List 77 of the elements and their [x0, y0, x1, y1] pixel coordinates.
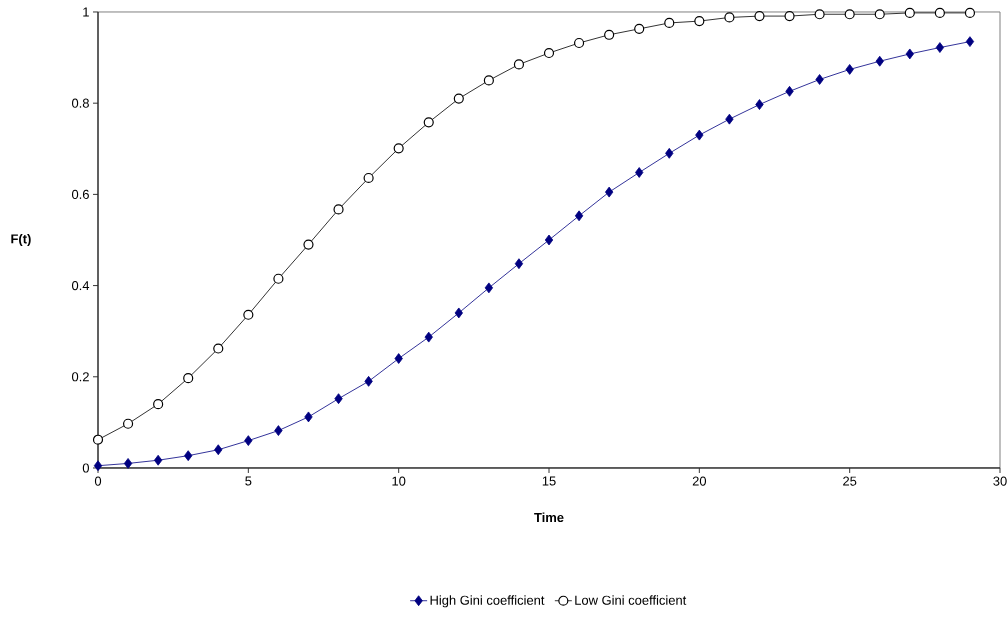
point [513, 59, 525, 70]
point [273, 273, 284, 284]
point [934, 7, 945, 18]
point [574, 210, 584, 222]
point [725, 113, 734, 125]
point [363, 172, 374, 184]
point [754, 11, 765, 22]
legend-label: High Gini coefficient [430, 595, 545, 608]
point [334, 393, 343, 405]
point [394, 353, 403, 364]
point [935, 42, 945, 53]
point [543, 47, 555, 59]
point [244, 435, 253, 447]
point [93, 460, 103, 472]
point [184, 450, 193, 462]
point [875, 55, 884, 67]
point [573, 37, 585, 49]
point [483, 75, 494, 86]
x-tick-label: 30 [993, 476, 1007, 486]
point [904, 7, 915, 18]
point [905, 48, 914, 60]
point [183, 373, 194, 384]
point [213, 343, 224, 354]
y-tick-label: 0.6 [71, 189, 89, 199]
x-tick-label: 5 [245, 476, 252, 486]
point [243, 309, 254, 320]
point [815, 74, 824, 85]
point [874, 9, 885, 20]
legend-label: Low Gini coefficient [575, 595, 687, 605]
point [393, 143, 404, 154]
point [123, 458, 133, 469]
y-axis-title: F(t) [11, 233, 31, 247]
x-tick-label: 10 [392, 476, 406, 486]
point [453, 93, 464, 104]
x-tick-label: 15 [542, 476, 556, 486]
point [814, 9, 825, 20]
point [965, 36, 975, 48]
point [844, 9, 855, 20]
point [664, 17, 675, 29]
point [665, 147, 674, 159]
point [154, 454, 163, 466]
point [604, 29, 615, 40]
point [785, 85, 794, 97]
y-tick-label: 0.2 [71, 372, 89, 382]
point [964, 7, 976, 18]
point [514, 258, 524, 270]
x-axis-title: Time [534, 512, 564, 523]
x-tick-label: 20 [692, 476, 707, 486]
point [634, 23, 645, 34]
point [544, 234, 554, 246]
point [605, 186, 614, 198]
point [304, 411, 313, 423]
point [755, 99, 764, 110]
point [423, 117, 434, 128]
y-tick-label: 0.4 [71, 281, 90, 291]
point [122, 418, 134, 429]
point [694, 16, 705, 27]
point [454, 307, 463, 319]
point [303, 239, 314, 250]
point [635, 167, 644, 178]
point [92, 434, 104, 445]
x-tick-label: 25 [843, 476, 857, 486]
point [214, 444, 223, 456]
point [845, 64, 854, 75]
x-tick-label: 0 [94, 476, 102, 486]
point [784, 11, 795, 22]
y-tick-label: 1 [83, 7, 89, 17]
point [274, 425, 283, 436]
point [484, 282, 494, 294]
point [364, 375, 373, 387]
point [695, 129, 704, 141]
point [153, 399, 164, 410]
point [424, 331, 433, 343]
point [724, 12, 735, 23]
y-tick-label: 0.8 [71, 98, 89, 108]
point [333, 204, 344, 215]
y-tick-label: 0 [82, 463, 89, 473]
